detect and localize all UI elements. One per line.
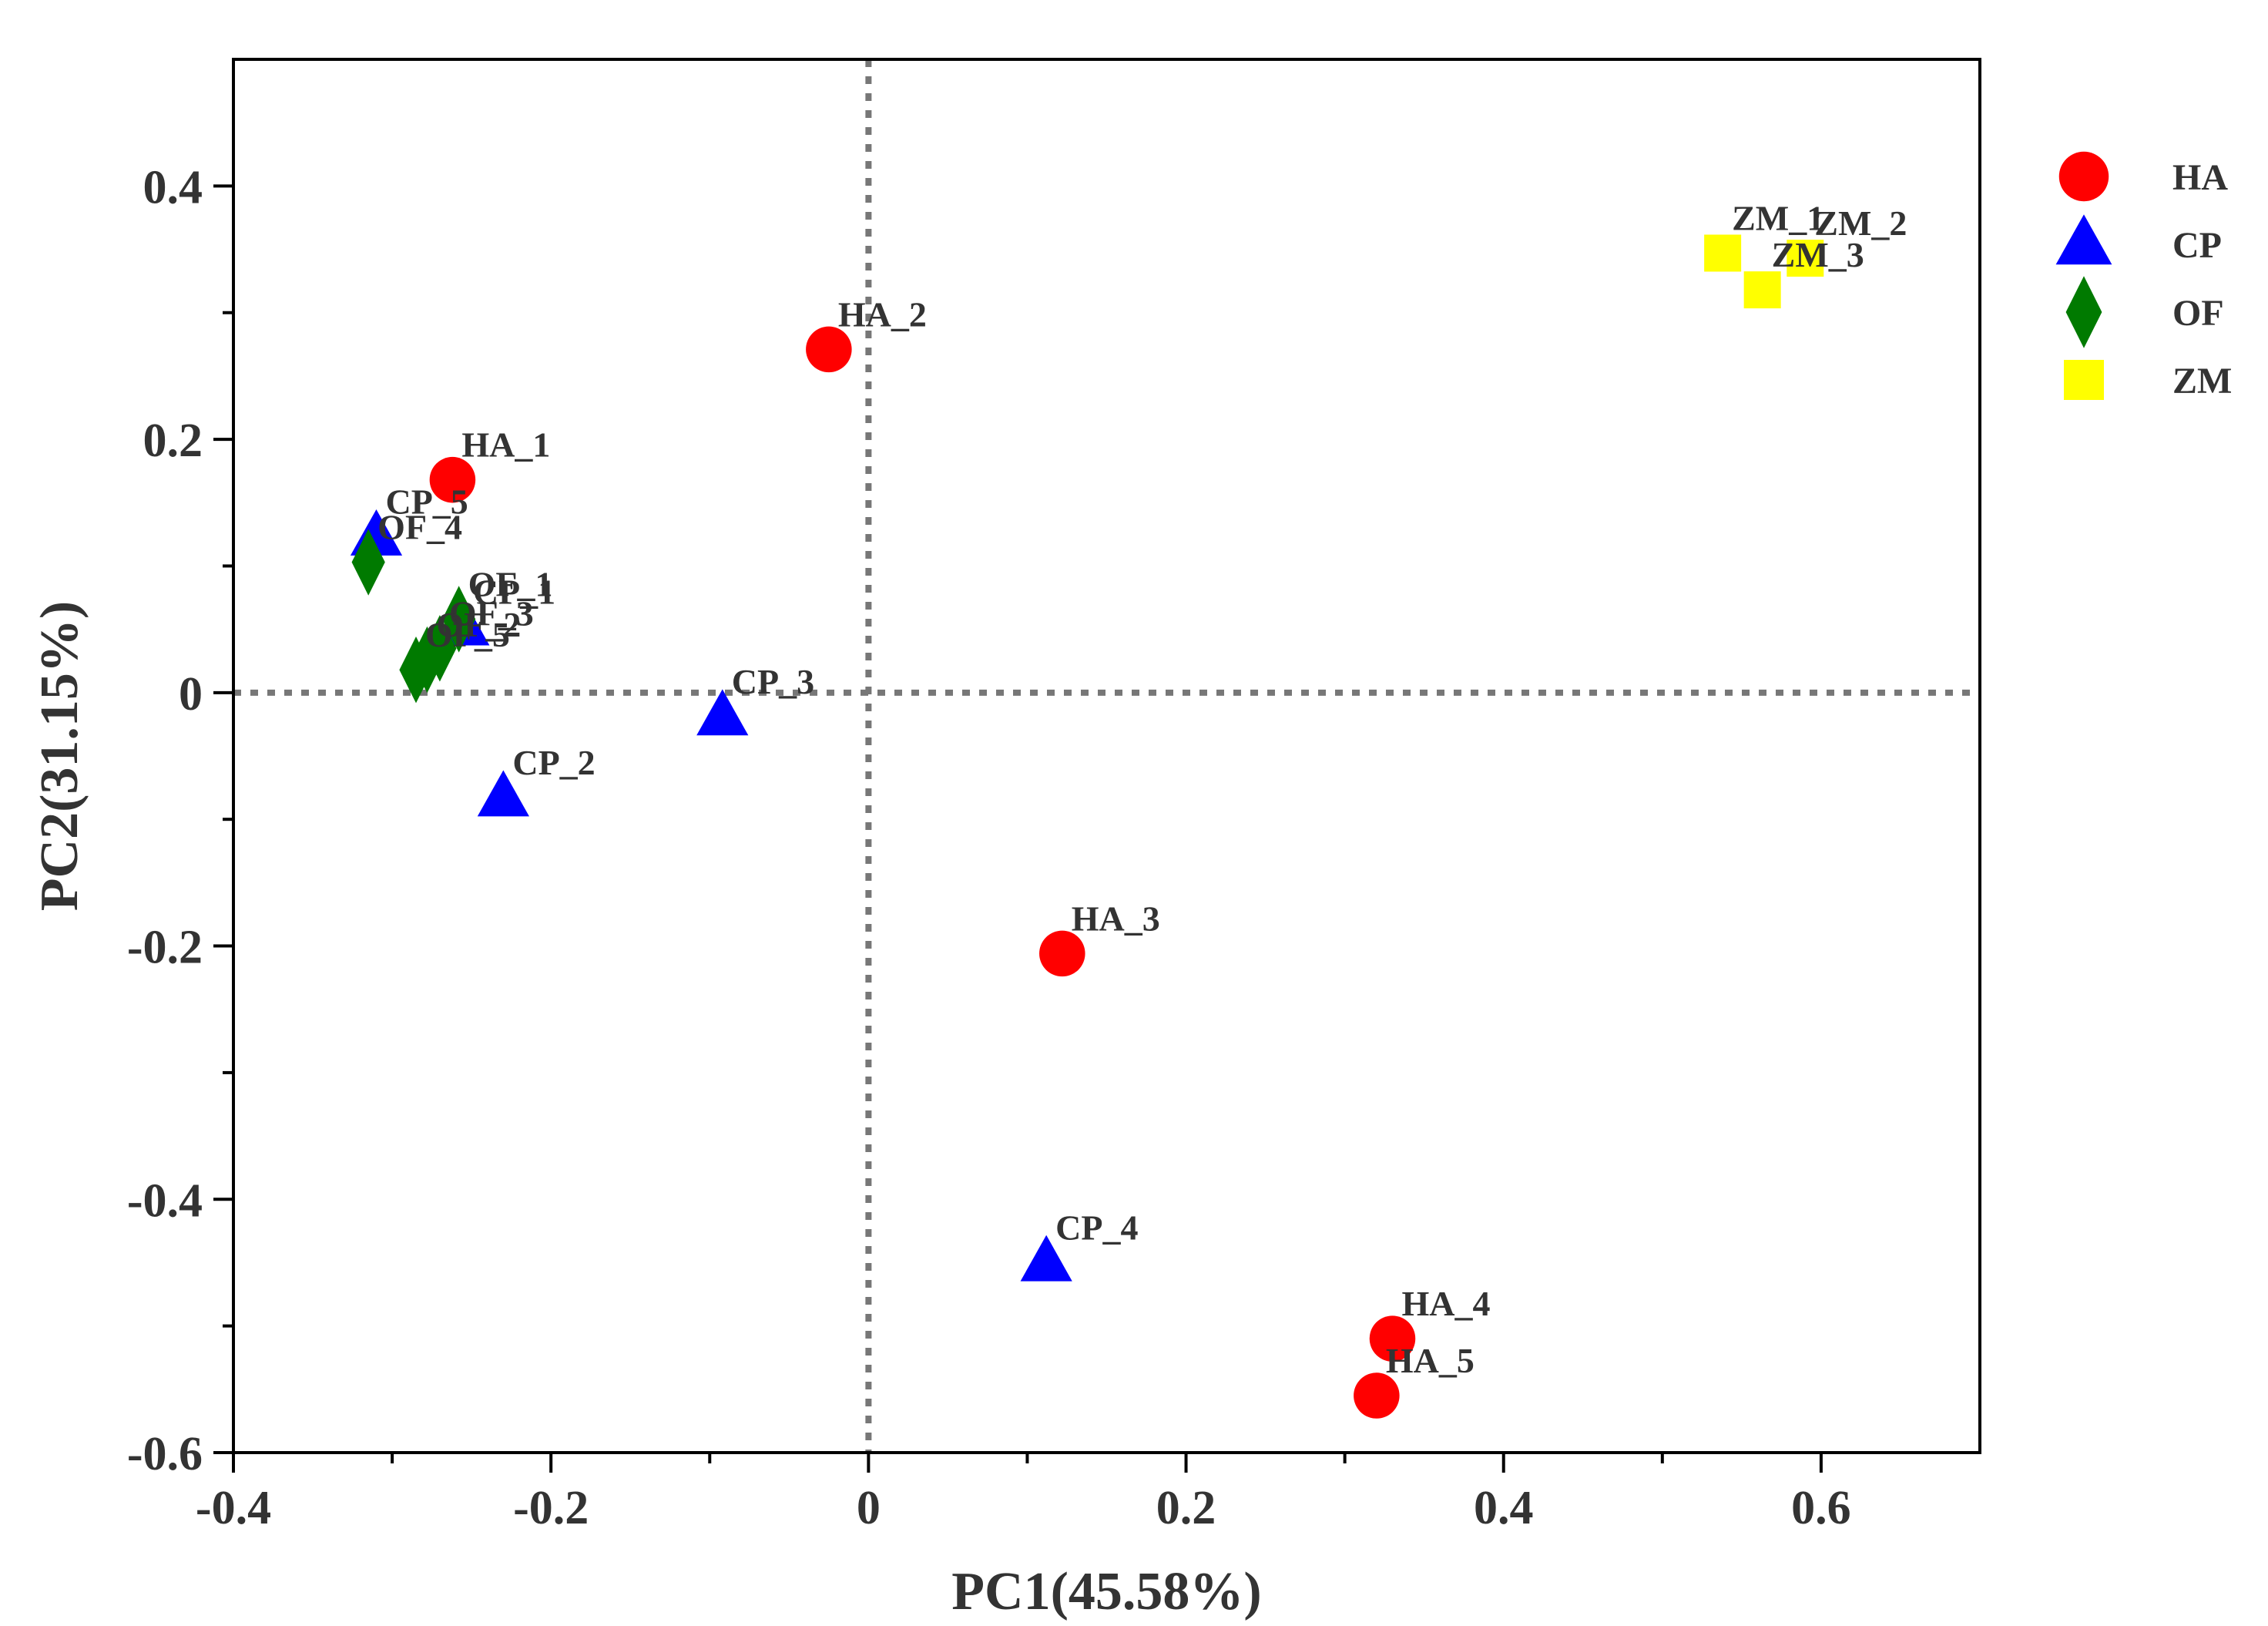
data-label-zm-2: ZM_2 — [1814, 203, 1907, 243]
data-point-of-5 — [399, 637, 433, 704]
x-tick-label: 0.6 — [1791, 1482, 1851, 1534]
point-labels-layer: HA_1 HA_2 HA_3 HA_4 HA_5 CP_2 CP_3 CP_4 CP_5 CP_1… — [377, 198, 1907, 1380]
data-label-ha-2: HA_2 — [838, 294, 927, 334]
data-point-zm-3 — [1743, 271, 1781, 309]
data-label-cp-5: CP_5 — [385, 482, 468, 522]
y-tick-label: -0.2 — [127, 922, 203, 974]
data-label-of-3: OF_3 — [449, 593, 534, 633]
x-axis-title: PC1(45.58%) — [951, 1562, 1261, 1621]
y-tick-label: -0.6 — [127, 1428, 203, 1480]
y-tick-label: 0.2 — [143, 415, 203, 467]
data-label-zm-3: ZM_3 — [1772, 235, 1864, 274]
data-point-ha-1 — [429, 456, 476, 503]
x-tick-label: 0.4 — [1474, 1482, 1534, 1534]
data-label-of-4: OF_4 — [377, 508, 462, 547]
data-point-cp-4 — [1020, 1235, 1072, 1282]
data-point-of-1 — [442, 586, 476, 653]
y-tick-label: -0.4 — [127, 1174, 203, 1227]
data-label-of-5: OF_5 — [425, 615, 510, 654]
legend-marker-cp — [2055, 214, 2112, 265]
data-label-cp-2: CP_2 — [512, 743, 595, 782]
data-label-ha-4: HA_4 — [1401, 1284, 1490, 1323]
data-label-of-2: OF_2 — [436, 605, 521, 644]
data-label-cp-3: CP_3 — [732, 662, 814, 701]
data-point-ha-4 — [1369, 1315, 1416, 1362]
data-point-of-4 — [351, 529, 385, 596]
legend-label-ha: HA — [2172, 157, 2228, 198]
data-label-cp-1: CP_1 — [473, 572, 555, 611]
data-label-ha-3: HA_3 — [1072, 899, 1160, 938]
legend-marker-ha — [2058, 151, 2109, 202]
data-label-ha-5: HA_5 — [1386, 1341, 1475, 1380]
data-label-cp-4: CP_4 — [1055, 1208, 1138, 1247]
points-layer — [350, 234, 1824, 1419]
legend-marker-zm — [2064, 360, 2104, 400]
data-point-cp-3 — [696, 689, 749, 736]
axes-layer: -0.4 -0.2 0 0.2 0.4 0.6-0.6-0.4-0.200.20.4 — [127, 58, 1981, 1534]
y-tick-label: 0 — [179, 668, 203, 721]
data-label-zm-1: ZM_1 — [1732, 198, 1824, 237]
data-point-ha-5 — [1354, 1372, 1400, 1419]
legend-label-zm: ZM — [2172, 361, 2232, 401]
reference-lines-layer — [233, 59, 1980, 1453]
legend-label-of: OF — [2172, 293, 2224, 334]
data-point-ha-2 — [806, 326, 852, 373]
legend-marker-of — [2065, 276, 2102, 348]
data-point-zm-2 — [1787, 240, 1824, 277]
x-tick-label: -0.4 — [196, 1482, 271, 1534]
y-tick-label: 0.4 — [143, 161, 203, 213]
data-point-cp-2 — [477, 770, 529, 817]
y-axis-title: PC2(31.15%) — [30, 601, 89, 911]
data-point-ha-3 — [1039, 930, 1085, 977]
x-tick-label: 0 — [857, 1482, 881, 1534]
x-tick-label: 0.2 — [1156, 1482, 1216, 1534]
legend-label-cp: CP — [2172, 225, 2222, 266]
plot-frame — [232, 58, 1981, 1454]
data-label-ha-1: HA_1 — [461, 425, 550, 465]
data-label-of-1: OF_1 — [468, 564, 553, 603]
data-point-zm-1 — [1704, 234, 1742, 272]
x-tick-label: -0.2 — [513, 1482, 589, 1534]
legend: HA CP OF ZM — [2055, 151, 2232, 401]
